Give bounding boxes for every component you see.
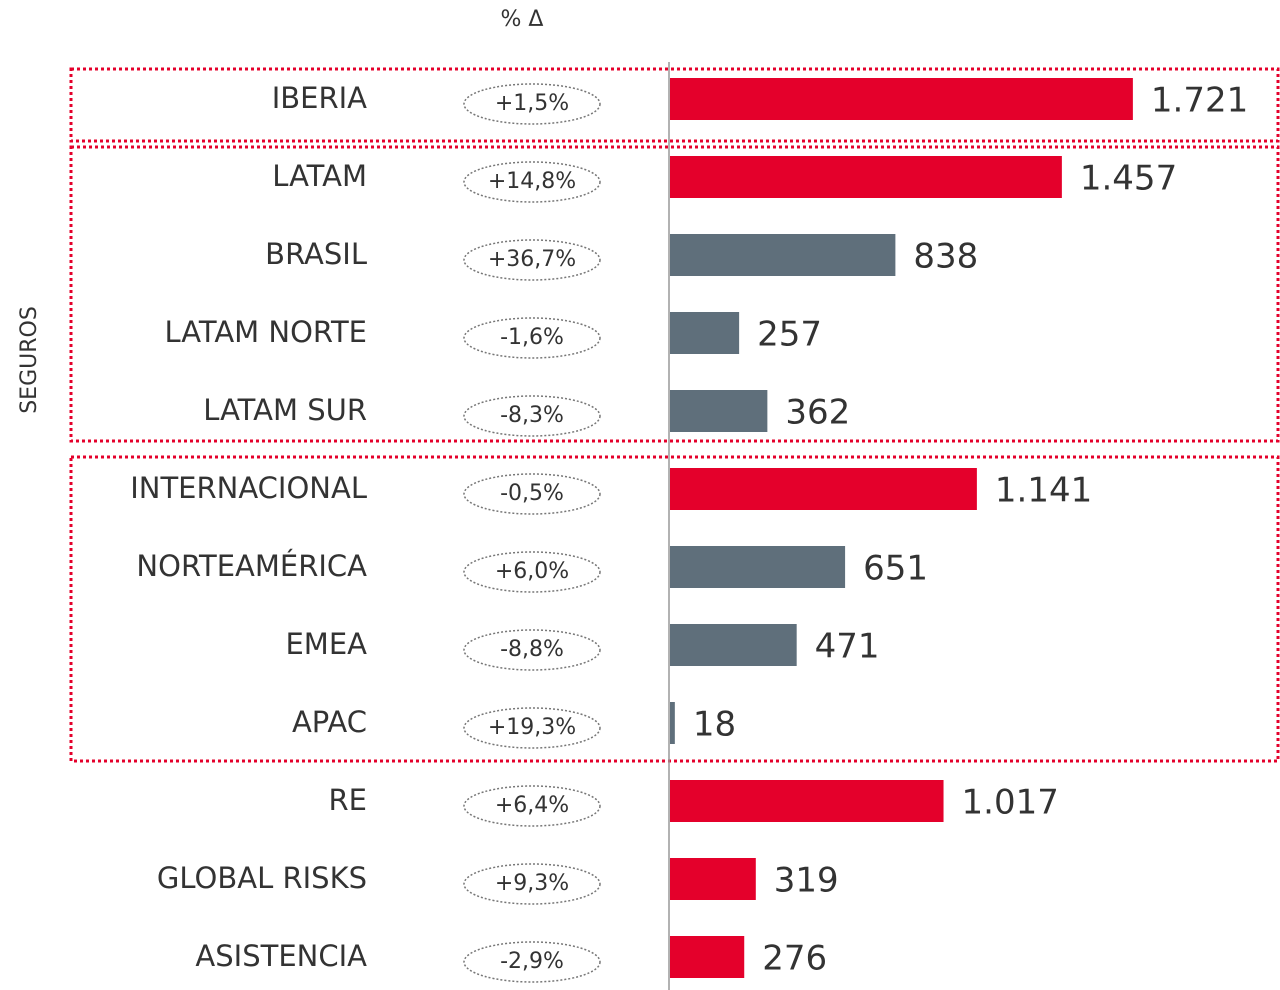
category-label: EMEA <box>285 627 367 661</box>
bar <box>670 390 768 432</box>
value-label: 276 <box>762 939 827 979</box>
category-label: IBERIA <box>272 81 367 115</box>
bar <box>670 234 896 276</box>
change-badge <box>463 785 601 827</box>
bar <box>670 78 1133 120</box>
group-boxes <box>69 67 1280 763</box>
category-label: ASISTENCIA <box>195 939 367 973</box>
group-box <box>69 455 1280 763</box>
change-label: +6,4% <box>495 793 569 818</box>
change-badge <box>463 551 601 593</box>
group-box <box>69 67 1280 143</box>
change-label: -1,6% <box>500 325 564 350</box>
category-label: APAC <box>292 705 367 739</box>
category-label: LATAM SUR <box>203 393 367 427</box>
side-label: SEGUROS <box>17 306 42 414</box>
bar <box>670 468 977 510</box>
change-badge <box>463 629 601 671</box>
change-label: +36,7% <box>488 247 576 272</box>
value-label: 18 <box>693 705 736 745</box>
change-badge <box>463 239 601 281</box>
change-label: -8,3% <box>500 403 564 428</box>
change-label: +19,3% <box>488 715 576 740</box>
change-badge <box>463 941 601 983</box>
change-badge <box>463 863 601 905</box>
value-label: 1.721 <box>1151 81 1248 121</box>
value-label: 319 <box>774 861 839 901</box>
category-label: LATAM NORTE <box>164 315 367 349</box>
category-label: NORTEAMÉRICA <box>136 549 367 583</box>
bar <box>670 936 745 978</box>
bar <box>670 624 797 666</box>
change-label: +14,8% <box>488 169 576 194</box>
value-label: 257 <box>757 315 822 355</box>
value-label: 1.457 <box>1080 159 1177 199</box>
category-label: GLOBAL RISKS <box>157 861 367 895</box>
change-badge <box>463 83 601 125</box>
category-label: BRASIL <box>265 237 367 271</box>
value-label: 651 <box>863 549 928 589</box>
value-label: 362 <box>785 393 850 433</box>
bar <box>670 312 740 354</box>
change-badge <box>463 707 601 749</box>
change-label: +1,5% <box>495 91 569 116</box>
change-label: -8,8% <box>500 637 564 662</box>
change-header: % Δ <box>501 7 544 32</box>
value-label: 1.141 <box>995 471 1092 511</box>
change-label: -2,9% <box>500 949 564 974</box>
change-label: +9,3% <box>495 871 569 896</box>
category-label: LATAM <box>272 159 367 193</box>
change-badge <box>463 395 601 437</box>
bar <box>670 702 675 744</box>
bar <box>670 546 846 588</box>
change-badge <box>463 161 601 203</box>
change-label: +6,0% <box>495 559 569 584</box>
value-label: 1.017 <box>962 783 1059 823</box>
bar <box>670 156 1062 198</box>
bar <box>670 780 944 822</box>
category-label: RE <box>329 783 367 817</box>
change-badge <box>463 317 601 359</box>
change-badge <box>463 473 601 515</box>
bar <box>670 858 756 900</box>
change-label: -0,5% <box>500 481 564 506</box>
category-label: INTERNACIONAL <box>130 471 367 505</box>
value-label: 838 <box>913 237 978 277</box>
value-label: 471 <box>815 627 880 667</box>
